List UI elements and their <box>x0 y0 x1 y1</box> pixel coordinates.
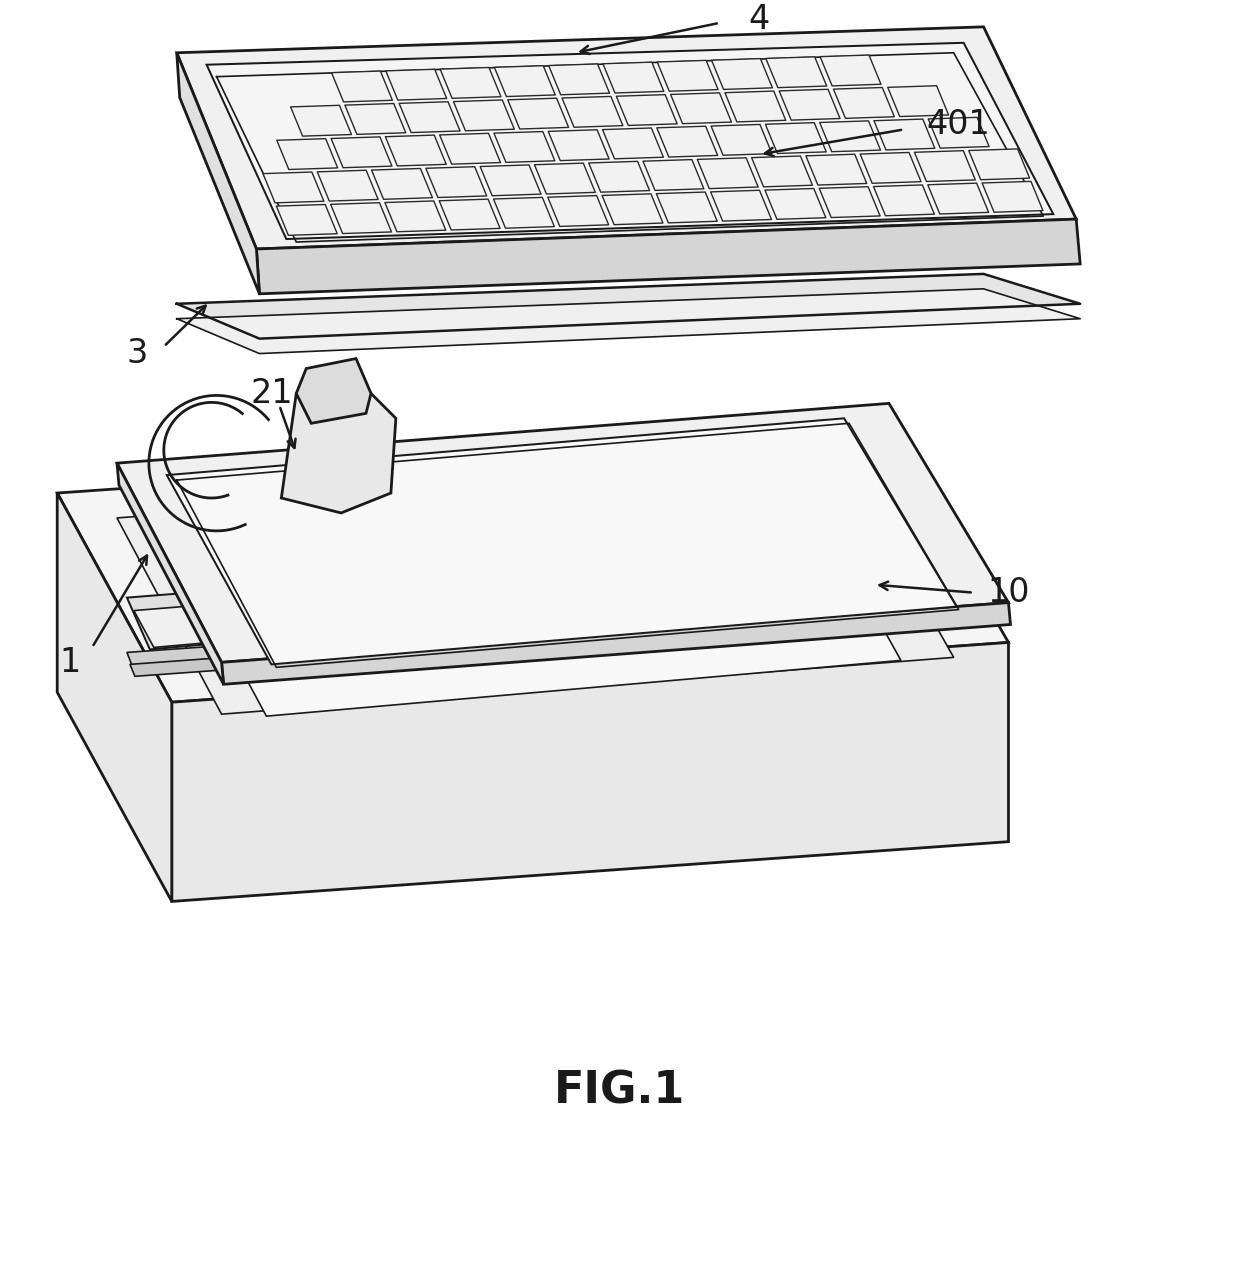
Polygon shape <box>172 642 1008 901</box>
Text: 4: 4 <box>749 4 770 37</box>
Polygon shape <box>167 478 901 717</box>
Polygon shape <box>603 193 663 225</box>
Polygon shape <box>386 135 446 166</box>
Polygon shape <box>263 172 324 202</box>
Polygon shape <box>494 197 554 229</box>
Polygon shape <box>751 155 812 187</box>
Polygon shape <box>290 105 351 137</box>
Polygon shape <box>725 91 786 121</box>
Polygon shape <box>833 87 894 119</box>
Polygon shape <box>874 119 935 150</box>
Polygon shape <box>779 90 839 120</box>
Polygon shape <box>765 123 826 153</box>
Polygon shape <box>914 150 976 182</box>
Polygon shape <box>765 188 826 220</box>
Polygon shape <box>440 133 501 164</box>
Polygon shape <box>820 56 880 86</box>
Polygon shape <box>534 163 595 193</box>
Polygon shape <box>257 219 1080 293</box>
Polygon shape <box>222 603 1011 684</box>
Polygon shape <box>454 100 515 130</box>
Polygon shape <box>177 289 1080 354</box>
Text: 10: 10 <box>987 576 1029 609</box>
Polygon shape <box>657 126 718 157</box>
Polygon shape <box>494 131 554 162</box>
Polygon shape <box>711 191 771 221</box>
Polygon shape <box>806 154 867 185</box>
Polygon shape <box>439 200 500 230</box>
Polygon shape <box>345 104 405 134</box>
Polygon shape <box>548 64 610 95</box>
Polygon shape <box>888 86 949 116</box>
Text: 3: 3 <box>126 337 148 370</box>
Polygon shape <box>671 92 732 124</box>
Polygon shape <box>126 585 316 650</box>
Polygon shape <box>873 185 935 216</box>
Polygon shape <box>657 61 718 91</box>
Polygon shape <box>331 71 392 102</box>
Polygon shape <box>177 27 1076 249</box>
Polygon shape <box>117 403 1008 662</box>
Polygon shape <box>384 201 446 231</box>
Polygon shape <box>317 171 378 201</box>
Polygon shape <box>177 274 1080 339</box>
Polygon shape <box>861 153 921 183</box>
Polygon shape <box>440 67 501 99</box>
Polygon shape <box>929 118 990 148</box>
Polygon shape <box>928 183 988 214</box>
Polygon shape <box>548 130 609 161</box>
Polygon shape <box>616 95 677 125</box>
Polygon shape <box>507 99 569 129</box>
Polygon shape <box>982 181 1043 212</box>
Polygon shape <box>130 652 301 676</box>
Polygon shape <box>644 159 704 191</box>
Polygon shape <box>57 493 172 901</box>
Polygon shape <box>711 124 773 155</box>
Polygon shape <box>562 96 622 128</box>
Polygon shape <box>134 599 301 647</box>
Polygon shape <box>656 192 717 222</box>
Polygon shape <box>277 139 337 169</box>
Polygon shape <box>766 57 827 87</box>
Polygon shape <box>399 101 460 133</box>
Text: 401: 401 <box>926 107 991 142</box>
Polygon shape <box>57 435 1008 703</box>
Polygon shape <box>207 43 1053 239</box>
Polygon shape <box>712 58 773 90</box>
Polygon shape <box>117 463 954 714</box>
Polygon shape <box>177 53 259 293</box>
Polygon shape <box>277 205 337 235</box>
Polygon shape <box>331 137 392 168</box>
Polygon shape <box>386 70 446 100</box>
Polygon shape <box>167 418 957 665</box>
Polygon shape <box>495 66 556 96</box>
Polygon shape <box>296 359 371 423</box>
Polygon shape <box>820 187 880 217</box>
Text: 1: 1 <box>60 646 81 679</box>
Polygon shape <box>968 149 1029 179</box>
Polygon shape <box>697 158 758 188</box>
Polygon shape <box>126 641 306 670</box>
Text: 21: 21 <box>250 377 293 410</box>
Polygon shape <box>372 168 433 200</box>
Polygon shape <box>425 167 487 197</box>
Polygon shape <box>589 162 650 192</box>
Polygon shape <box>603 128 663 159</box>
Polygon shape <box>820 121 880 152</box>
Polygon shape <box>117 463 223 684</box>
Polygon shape <box>480 164 541 196</box>
Polygon shape <box>548 196 609 226</box>
Polygon shape <box>281 378 396 513</box>
Polygon shape <box>331 202 392 234</box>
Text: FIG.1: FIG.1 <box>554 1069 686 1112</box>
Polygon shape <box>603 62 663 94</box>
